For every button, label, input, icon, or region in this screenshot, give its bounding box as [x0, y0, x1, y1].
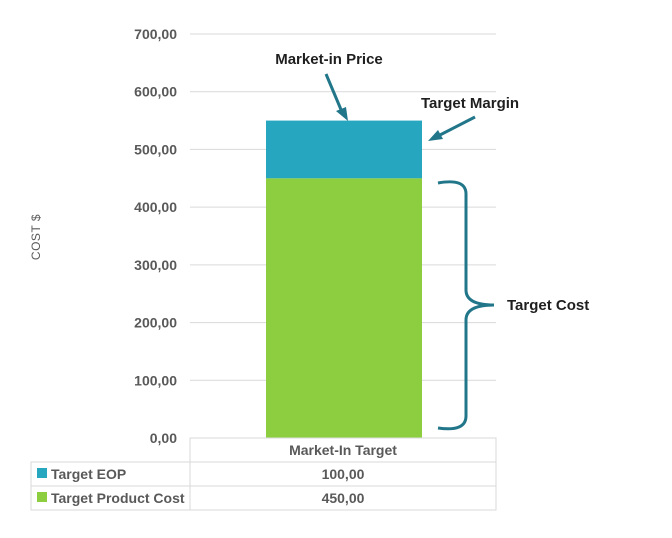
y-axis-ticks: 0,00 100,00 200,00 300,00 400,00 500,00 600,00… — [134, 26, 177, 446]
bar-stack — [266, 120, 422, 439]
market-in-price-arrow-line — [324, 73, 344, 113]
annotation-target-margin: Target Margin — [421, 95, 519, 112]
y-tick-label: 400,00 — [134, 199, 177, 215]
target-margin-arrow-line — [437, 115, 476, 138]
y-tick-label: 300,00 — [134, 257, 177, 273]
legend-key-target-product-cost — [37, 492, 47, 502]
table-row-label: Target EOP — [51, 466, 126, 482]
table-header-label: Market-In Target — [289, 442, 397, 458]
annotation-market-in-price: Market-in Price — [275, 51, 383, 68]
table-row-value-cell — [189, 485, 497, 511]
y-tick-label: 100,00 — [134, 372, 177, 388]
legend-key-target-eop — [37, 468, 47, 478]
y-tick-label: 500,00 — [134, 141, 177, 157]
market-in-price-arrowhead — [336, 107, 348, 121]
y-tick-label: 200,00 — [134, 315, 177, 331]
y-tick-label: 700,00 — [134, 26, 177, 42]
data-table: Market-In Target Target EOP 100,00 Targe… — [30, 437, 497, 511]
target-margin-arrowhead — [428, 130, 443, 141]
table-row-label: Target Product Cost — [51, 490, 185, 506]
y-axis-label: COST $ — [29, 214, 43, 260]
bar-segment-target-eop — [266, 120, 422, 179]
annotation-target-cost: Target Cost — [507, 297, 589, 314]
y-tick-label: 0,00 — [150, 430, 177, 446]
table-row-value: 450,00 — [322, 490, 365, 506]
bar-segment-target-product-cost — [266, 178, 422, 439]
annotations: Market-in Price Target Margin Target Cos… — [275, 51, 589, 431]
y-tick-label: 600,00 — [134, 84, 177, 100]
target-cost-brace — [437, 180, 495, 431]
table-row-value: 100,00 — [322, 466, 365, 482]
